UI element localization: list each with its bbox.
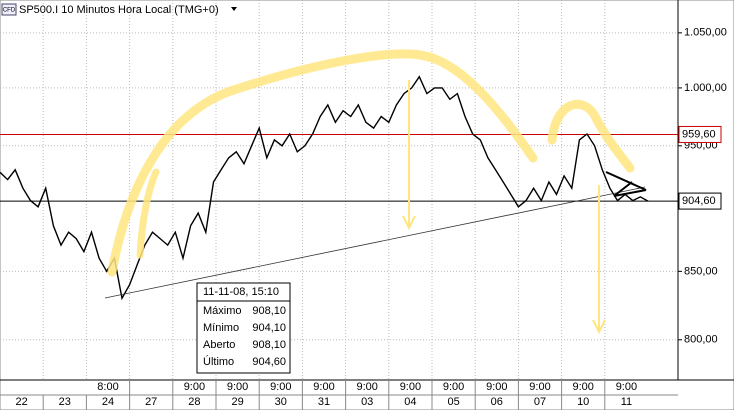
x-tick-label: 30 <box>275 396 287 408</box>
dropdown-icon[interactable] <box>231 7 237 11</box>
time-label: 9:00 <box>313 381 334 393</box>
time-label: 9:00 <box>486 381 507 393</box>
x-tick-label: 24 <box>102 396 114 408</box>
x-tick-label: 03 <box>361 396 373 408</box>
x-tick-label: 06 <box>491 396 503 408</box>
x-tick-label: 27 <box>145 396 157 408</box>
time-label: 9:00 <box>616 381 637 393</box>
y-tick-label: 1.050,00 <box>684 27 727 39</box>
x-tick-label: 10 <box>577 396 589 408</box>
time-label: 9:00 <box>572 381 593 393</box>
tooltip-title: 11-11-08, 15:10 <box>203 286 279 298</box>
time-label: 9:00 <box>227 381 248 393</box>
x-tick-label: 29 <box>231 396 243 408</box>
tooltip-row-value: 908,10 <box>252 305 286 317</box>
x-tick-label: 28 <box>188 396 200 408</box>
tooltip-row-label: Último <box>203 355 234 368</box>
tooltip-box <box>196 282 291 374</box>
x-tick-label: 05 <box>447 396 459 408</box>
y-tick-label: 850,00 <box>684 265 718 277</box>
x-tick-label: 04 <box>404 396 416 408</box>
time-label: 9:00 <box>270 381 291 393</box>
trend-line <box>104 186 646 299</box>
price-label: 904,60 <box>682 195 716 207</box>
tooltip-row-label: Mínimo <box>203 322 239 334</box>
badge: CFD <box>3 8 16 14</box>
tooltip-row-value: 904,60 <box>252 356 286 368</box>
x-tick-label: 22 <box>15 396 27 408</box>
triangle-pattern <box>605 171 647 197</box>
time-label: 8:00 <box>97 381 118 393</box>
tooltip-row-value: 908,10 <box>252 339 286 351</box>
hand-drawn-arc <box>547 99 635 173</box>
time-label: 9:00 <box>400 381 421 393</box>
x-tick-label: 07 <box>534 396 546 408</box>
y-tick-label: 1.000,00 <box>684 82 727 94</box>
price-label: 959,60 <box>682 128 716 140</box>
x-tick-label: 31 <box>318 396 330 408</box>
badge-box <box>1 3 17 16</box>
time-label: 9:00 <box>356 381 377 393</box>
hand-drawn-arc <box>136 168 160 259</box>
arrow-head <box>592 319 606 335</box>
hand-drawn-arc <box>107 49 538 277</box>
tooltip-row-value: 904,10 <box>252 322 286 334</box>
tooltip-row-label: Aberto <box>203 339 235 351</box>
arrow-head <box>402 215 416 231</box>
time-label: 9:00 <box>184 381 205 393</box>
x-tick-label: 11 <box>621 396 632 408</box>
x-tick-label: 23 <box>59 396 71 408</box>
chart-title: SP500.I 10 Minutos Hora Local (TMG+0) <box>19 4 219 16</box>
tooltip-row-label: Máximo <box>203 305 242 317</box>
tooltip: 11-11-08, 15:10 Máximo 908,10 Mínimo 904,10… <box>196 282 291 374</box>
time-label: 9:00 <box>529 381 550 393</box>
y-tick-label: 800,00 <box>684 334 718 346</box>
price-label-box <box>678 192 722 210</box>
price-label-box <box>678 125 722 143</box>
time-label: 9:00 <box>443 381 464 393</box>
